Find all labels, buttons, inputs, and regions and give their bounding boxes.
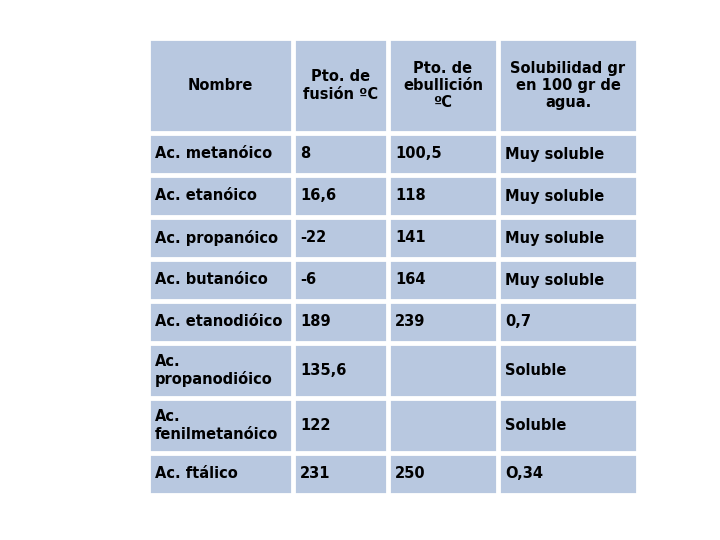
Bar: [294, 39, 387, 132]
Text: 231: 231: [300, 467, 330, 482]
Bar: [294, 176, 387, 216]
Bar: [389, 344, 497, 397]
Bar: [389, 218, 497, 258]
Text: O,34: O,34: [505, 467, 543, 482]
Text: 189: 189: [300, 314, 330, 329]
Text: Soluble: Soluble: [505, 363, 567, 378]
Bar: [389, 39, 497, 132]
Bar: [149, 260, 292, 300]
Bar: [389, 176, 497, 216]
Bar: [294, 134, 387, 174]
Text: Ac.
fenilmetanóico: Ac. fenilmetanóico: [155, 409, 278, 442]
Text: 141: 141: [395, 231, 426, 246]
Text: Muy soluble: Muy soluble: [505, 273, 604, 287]
Bar: [149, 39, 292, 132]
Text: Solubilidad gr
en 100 gr de
agua.: Solubilidad gr en 100 gr de agua.: [510, 60, 626, 110]
Text: Ac.
propanodióico: Ac. propanodióico: [155, 354, 273, 387]
Bar: [499, 454, 637, 494]
Bar: [389, 302, 497, 342]
Text: 122: 122: [300, 418, 330, 433]
Bar: [294, 260, 387, 300]
Bar: [294, 218, 387, 258]
Bar: [294, 344, 387, 397]
Text: Ac. ftálico: Ac. ftálico: [155, 467, 238, 482]
Text: Ac. metanóico: Ac. metanóico: [155, 146, 272, 161]
Text: -22: -22: [300, 231, 326, 246]
Bar: [499, 399, 637, 452]
Bar: [149, 134, 292, 174]
Bar: [149, 302, 292, 342]
Text: 0,7: 0,7: [505, 314, 531, 329]
Text: 250: 250: [395, 467, 426, 482]
Bar: [499, 176, 637, 216]
Text: Pto. de
ebullición
ºC: Pto. de ebullición ºC: [403, 60, 483, 110]
Bar: [499, 344, 637, 397]
Bar: [499, 134, 637, 174]
Bar: [389, 399, 497, 452]
Bar: [149, 344, 292, 397]
Text: Muy soluble: Muy soluble: [505, 146, 604, 161]
Bar: [294, 302, 387, 342]
Bar: [389, 454, 497, 494]
Text: Pto. de
fusión ºC: Pto. de fusión ºC: [303, 69, 378, 102]
Text: 135,6: 135,6: [300, 363, 346, 378]
Text: Nombre: Nombre: [188, 78, 253, 93]
Bar: [294, 454, 387, 494]
Bar: [389, 260, 497, 300]
Text: Ac. propanóico: Ac. propanóico: [155, 230, 278, 246]
Bar: [499, 218, 637, 258]
Text: Ac. etanodióico: Ac. etanodióico: [155, 314, 282, 329]
Text: 16,6: 16,6: [300, 188, 336, 204]
Text: Muy soluble: Muy soluble: [505, 231, 604, 246]
Text: Ac. butanóico: Ac. butanóico: [155, 273, 268, 287]
Bar: [499, 39, 637, 132]
Bar: [149, 218, 292, 258]
Text: Muy soluble: Muy soluble: [505, 188, 604, 204]
Text: Soluble: Soluble: [505, 418, 567, 433]
Bar: [149, 399, 292, 452]
Bar: [294, 399, 387, 452]
Bar: [499, 260, 637, 300]
Text: 100,5: 100,5: [395, 146, 441, 161]
Text: 118: 118: [395, 188, 426, 204]
Bar: [149, 176, 292, 216]
Text: 8: 8: [300, 146, 310, 161]
Text: Ac. etanóico: Ac. etanóico: [155, 188, 257, 204]
Text: 239: 239: [395, 314, 426, 329]
Text: -6: -6: [300, 273, 316, 287]
Bar: [389, 134, 497, 174]
Text: 164: 164: [395, 273, 426, 287]
Bar: [149, 454, 292, 494]
Bar: [499, 302, 637, 342]
